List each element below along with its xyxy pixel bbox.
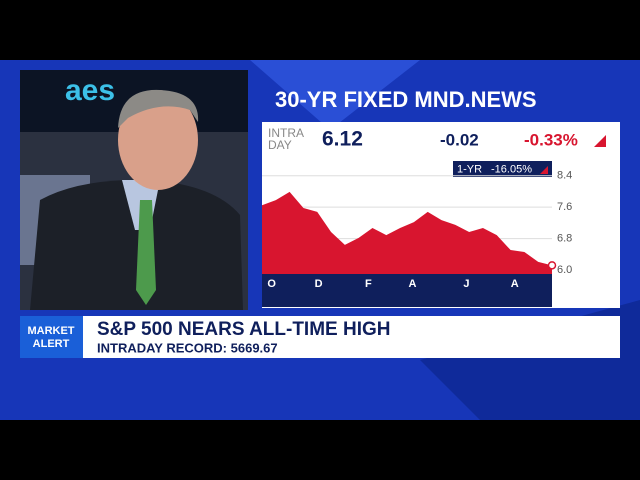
change: -0.02	[440, 130, 479, 149]
intra-label: INTRA DAY	[268, 127, 304, 152]
x-tick-label: A	[511, 278, 519, 290]
x-tick-label: O	[267, 278, 276, 290]
last-value: 6.12	[322, 128, 363, 151]
last-marker	[547, 261, 557, 270]
person-face	[118, 90, 198, 190]
backdrop-shape	[250, 60, 420, 130]
alert-tag-text: MARKET	[27, 325, 74, 337]
y-tick-label: 6.0	[557, 264, 572, 276]
person-tie	[136, 200, 156, 305]
x-tick-label: J	[463, 278, 469, 290]
plot: 8.4 7.6 6.8 6.0	[262, 170, 572, 276]
label-box: INTRA DAY	[268, 127, 304, 152]
subline: INTRADAY RECORD: 5669.67	[97, 340, 278, 355]
change-pct: -0.33%	[524, 130, 578, 149]
down-arrow	[594, 135, 606, 147]
period-arrow	[540, 166, 548, 174]
x-axis-band	[262, 274, 552, 307]
person-suit	[30, 179, 243, 310]
x-tick-label: A	[409, 278, 417, 290]
person-hair	[118, 89, 199, 128]
x-tick-label: F	[365, 278, 372, 290]
y-tick-label: 7.6	[557, 201, 572, 213]
y-tick-label: 8.4	[557, 170, 572, 182]
lower-third	[83, 316, 620, 358]
period-badge	[453, 161, 552, 177]
chart-title: 30-YR FIXED MND.NEWS	[275, 87, 537, 112]
period: 1-YR	[457, 163, 482, 175]
alert-tag	[20, 316, 83, 358]
headline: S&P 500 NEARS ALL-TIME HIGH	[97, 319, 391, 340]
alert-tag-text: ALERT	[33, 338, 70, 350]
period-change: -16.05%	[491, 163, 532, 175]
logo: aes	[65, 74, 115, 107]
x-tick-label: D	[315, 278, 323, 290]
area	[262, 191, 552, 274]
y-tick-label: 6.8	[557, 233, 572, 245]
